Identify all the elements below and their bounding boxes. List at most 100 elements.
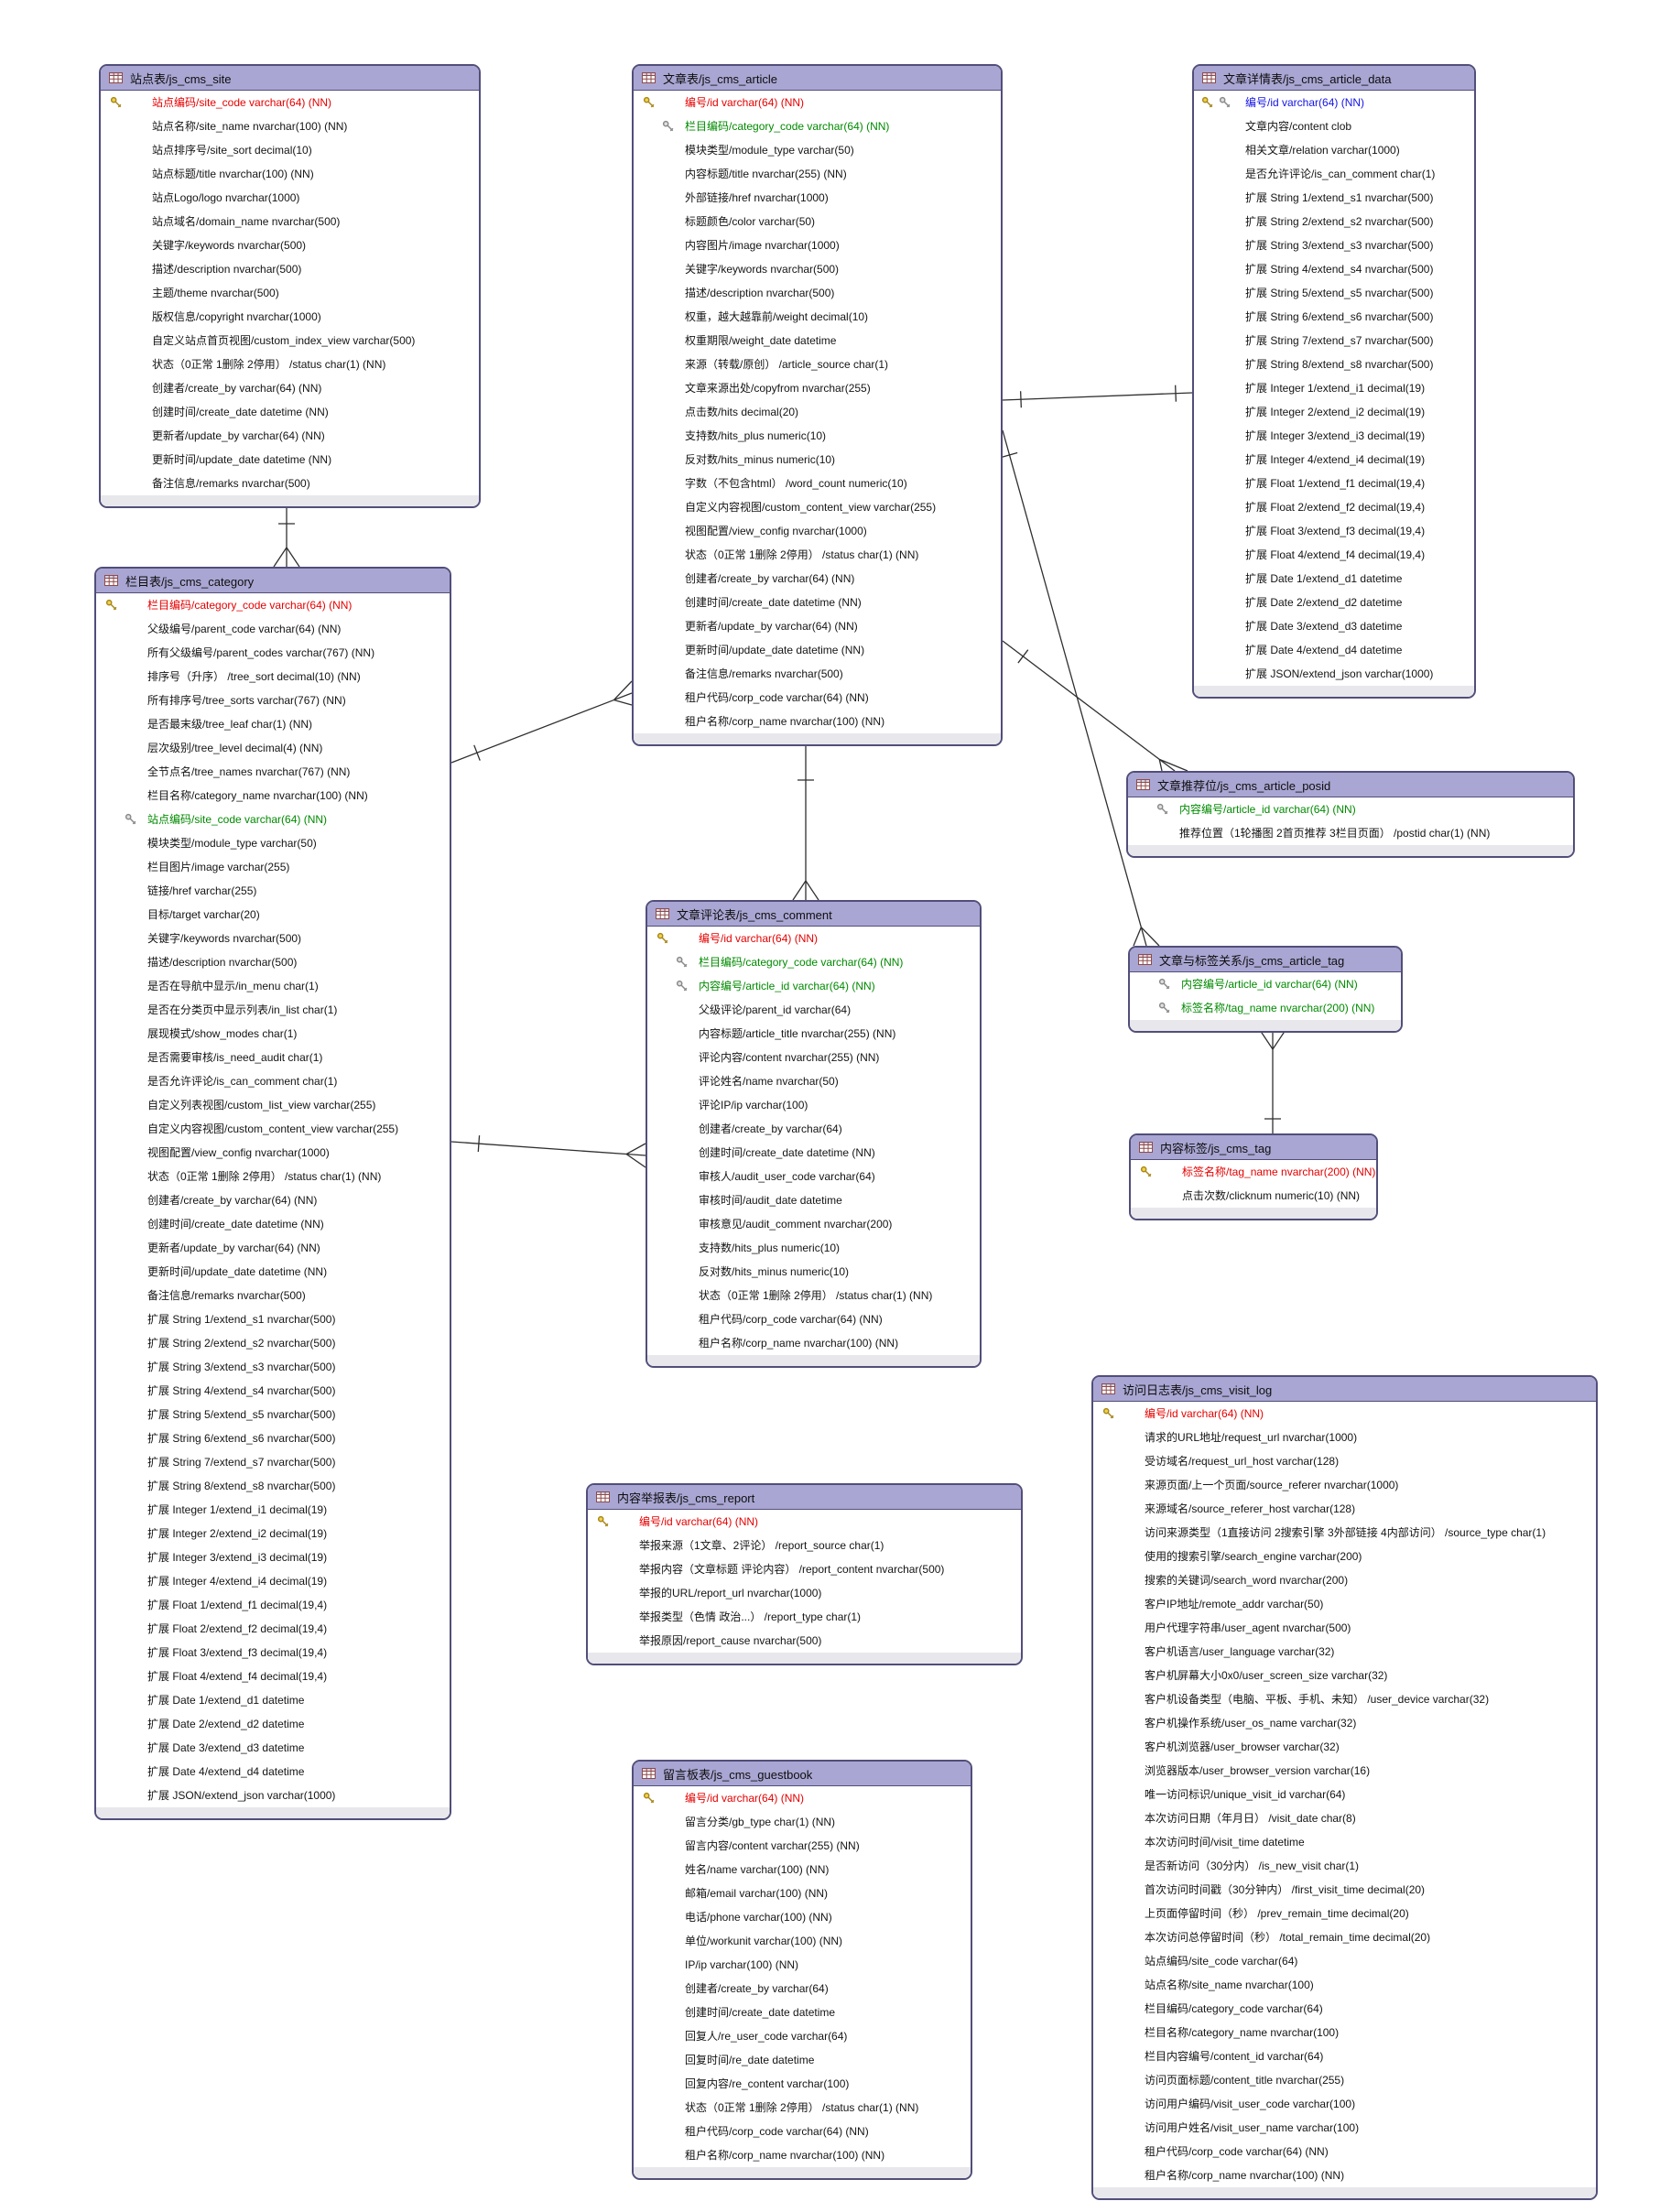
field-label: 创建者/create_by varchar(64) (NN) — [147, 1194, 318, 1207]
field-row: 站点排序号/site_sort decimal(10) — [101, 138, 479, 162]
field-row: 栏目编码/category_code varchar(64) (NN) — [647, 950, 980, 974]
field-row: 扩展 Integer 3/extend_i3 decimal(19) — [1194, 424, 1474, 448]
field-label: 扩展 Float 1/extend_f1 decimal(19,4) — [147, 1599, 328, 1611]
field-row: 租户名称/corp_name nvarchar(100) (NN) — [634, 710, 1001, 733]
table-js_cms_article_posid[interactable]: 文章推荐位/js_cms_article_posid 内容编号/article_i… — [1126, 771, 1575, 858]
table-js_cms_guestbook[interactable]: 留言板表/js_cms_guestbook 编号/id varchar(64) (… — [632, 1760, 972, 2180]
field-row: 扩展 Integer 1/extend_i1 decimal(19) — [1194, 376, 1474, 400]
field-label: 更新时间/update_date datetime (NN) — [147, 1265, 328, 1278]
field-row: 客户机设备类型（电脑、平板、手机、未知） /user_device varcha… — [1093, 1687, 1596, 1711]
table-footer — [1194, 686, 1474, 697]
table-header[interactable]: 文章与标签关系/js_cms_article_tag — [1130, 948, 1401, 972]
field-label: 反对数/hits_minus numeric(10) — [699, 1265, 850, 1278]
table-js_cms_comment[interactable]: 文章评论表/js_cms_comment 编号/id varchar(64) (N… — [646, 900, 982, 1368]
table-js_cms_article_data[interactable]: 文章详情表/js_cms_article_data 编号/id varchar(6… — [1192, 64, 1476, 699]
field-label: 状态（0正常 1删除 2停用） /status char(1) (NN) — [685, 548, 919, 561]
field-label: 描述/description nvarchar(500) — [685, 287, 835, 299]
field-label: 首次访问时间戳（30分钟内） /first_visit_time decimal… — [1145, 1883, 1426, 1896]
field-label: 使用的搜索引擎/search_engine varchar(200) — [1145, 1550, 1362, 1563]
field-row: 扩展 Integer 4/extend_i4 decimal(19) — [1194, 448, 1474, 472]
table-js_cms_article[interactable]: 文章表/js_cms_article 编号/id varchar(64) (NN)… — [632, 64, 1003, 746]
field-row: 举报内容（文章标题 评论内容） /report_content nvarchar… — [588, 1557, 1021, 1581]
field-label: 父级评论/parent_id varchar(64) — [699, 1003, 852, 1016]
field-row: 模块类型/module_type varchar(50) — [96, 831, 450, 855]
field-label: 访问页面标题/content_title nvarchar(255) — [1145, 2074, 1345, 2087]
primary-key-icon — [597, 1515, 610, 1528]
table-field-list: 标签名称/tag_name nvarchar(200) (NN) 点击次数/cli… — [1131, 1160, 1376, 1208]
table-js_cms_article_tag[interactable]: 文章与标签关系/js_cms_article_tag 内容编号/article_i… — [1128, 946, 1403, 1033]
field-label: 扩展 Date 4/extend_d4 datetime — [1245, 644, 1403, 656]
field-label: 自定义站点首页视图/custom_index_view varchar(500) — [152, 334, 416, 347]
field-label: 文章内容/content clob — [1245, 120, 1352, 133]
table-js_cms_visit_log[interactable]: 访问日志表/js_cms_visit_log 编号/id varchar(64) … — [1091, 1375, 1598, 2200]
field-label: 内容图片/image nvarchar(1000) — [685, 239, 840, 252]
field-label: 租户名称/corp_name nvarchar(100) (NN) — [685, 715, 885, 728]
field-label: 扩展 Integer 2/extend_i2 decimal(19) — [1245, 406, 1426, 418]
field-row: 上页面停留时间（秒） /prev_remain_time decimal(20) — [1093, 1902, 1596, 1925]
field-label: 访问用户编码/visit_user_code varchar(100) — [1145, 2098, 1356, 2110]
table-header[interactable]: 内容举报表/js_cms_report — [588, 1485, 1021, 1510]
table-title: 内容举报表/js_cms_report — [617, 1491, 755, 1505]
field-label: 支持数/hits_plus numeric(10) — [699, 1242, 841, 1254]
field-label: 更新者/update_by varchar(64) (NN) — [147, 1242, 320, 1254]
field-row: 主题/theme nvarchar(500) — [101, 281, 479, 305]
relationship-category-article — [450, 680, 633, 764]
field-row: 请求的URL地址/request_url nvarchar(1000) — [1093, 1426, 1596, 1449]
field-label: 创建者/create_by varchar(64) — [685, 1982, 829, 1995]
table-icon — [596, 1491, 610, 1502]
table-js_cms_site[interactable]: 站点表/js_cms_site 站点编码/site_code varchar(64… — [99, 64, 481, 508]
field-row: 创建者/create_by varchar(64) (NN) — [101, 376, 479, 400]
table-js_cms_category[interactable]: 栏目表/js_cms_category 栏目编码/category_code va… — [94, 567, 451, 1820]
table-header[interactable]: 访问日志表/js_cms_visit_log — [1093, 1377, 1596, 1402]
field-label: 关键字/keywords nvarchar(500) — [152, 239, 307, 252]
field-label: 姓名/name varchar(100) (NN) — [685, 1863, 830, 1876]
table-header[interactable]: 文章评论表/js_cms_comment — [647, 902, 980, 927]
field-label: 编号/id varchar(64) (NN) — [685, 96, 805, 109]
field-label: 扩展 Integer 2/extend_i2 decimal(19) — [147, 1527, 328, 1540]
field-label: 站点编码/site_code varchar(64) — [1145, 1955, 1298, 1968]
table-header[interactable]: 文章详情表/js_cms_article_data — [1194, 66, 1474, 91]
field-label: 扩展 Integer 3/extend_i3 decimal(19) — [147, 1551, 328, 1564]
relationship-site-category — [273, 505, 300, 568]
primary-key-icon — [643, 96, 656, 109]
field-label: 回复时间/re_date datetime — [685, 2054, 815, 2066]
field-label: 扩展 Date 2/extend_d2 datetime — [1245, 596, 1403, 609]
field-row: 关键字/keywords nvarchar(500) — [101, 233, 479, 257]
primary-key-icon — [643, 1792, 656, 1805]
foreign-key-icon — [676, 980, 689, 992]
field-row: 层次级别/tree_level decimal(4) (NN) — [96, 736, 450, 760]
field-label: 租户名称/corp_name nvarchar(100) (NN) — [685, 2149, 885, 2162]
field-label: 回复人/re_user_code varchar(64) — [685, 2030, 848, 2043]
table-header[interactable]: 留言板表/js_cms_guestbook — [634, 1762, 971, 1786]
table-header[interactable]: 文章推荐位/js_cms_article_posid — [1128, 773, 1573, 797]
field-row: 扩展 String 2/extend_s2 nvarchar(500) — [96, 1331, 450, 1355]
field-label: 扩展 Date 2/extend_d2 datetime — [147, 1718, 305, 1730]
table-header[interactable]: 文章表/js_cms_article — [634, 66, 1001, 91]
table-header[interactable]: 内容标签/js_cms_tag — [1131, 1135, 1376, 1160]
field-label: 更新者/update_by varchar(64) (NN) — [685, 620, 858, 633]
table-footer — [634, 2167, 971, 2178]
field-label: 所有父级编号/parent_codes varchar(767) (NN) — [147, 646, 375, 659]
table-icon — [109, 72, 123, 83]
table-js_cms_report[interactable]: 内容举报表/js_cms_report 编号/id varchar(64) (NN… — [586, 1483, 1023, 1665]
field-row: 扩展 String 6/extend_s6 nvarchar(500) — [1194, 305, 1474, 329]
field-label: 权重期限/weight_date datetime — [685, 334, 837, 347]
field-label: 栏目内容编号/content_id varchar(64) — [1145, 2050, 1324, 2063]
table-js_cms_tag[interactable]: 内容标签/js_cms_tag 标签名称/tag_name nvarchar(20… — [1129, 1133, 1378, 1220]
field-label: 扩展 String 5/extend_s5 nvarchar(500) — [1245, 287, 1434, 299]
table-header[interactable]: 栏目表/js_cms_category — [96, 569, 450, 593]
field-label: 状态（0正常 1删除 2停用） /status char(1) (NN) — [147, 1170, 382, 1183]
field-row: 首次访问时间戳（30分钟内） /first_visit_time decimal… — [1093, 1878, 1596, 1902]
field-row: 扩展 String 2/extend_s2 nvarchar(500) — [1194, 210, 1474, 233]
table-header[interactable]: 站点表/js_cms_site — [101, 66, 479, 91]
field-row: 栏目编码/category_code varchar(64) (NN) — [96, 593, 450, 617]
field-label: 备注信息/remarks nvarchar(500) — [147, 1289, 306, 1302]
field-label: 租户代码/corp_code varchar(64) (NN) — [685, 691, 869, 704]
field-row: 审核人/audit_user_code varchar(64) — [647, 1165, 980, 1188]
field-row: 客户机屏幕大小0x0/user_screen_size varchar(32) — [1093, 1664, 1596, 1687]
field-label: 用户代理字符串/user_agent nvarchar(500) — [1145, 1621, 1351, 1634]
table-field-list: 编号/id varchar(64) (NN) 文章内容/content clob 相… — [1194, 91, 1474, 686]
field-row: 扩展 Date 2/extend_d2 datetime — [96, 1712, 450, 1736]
field-label: 扩展 String 8/extend_s8 nvarchar(500) — [1245, 358, 1434, 371]
